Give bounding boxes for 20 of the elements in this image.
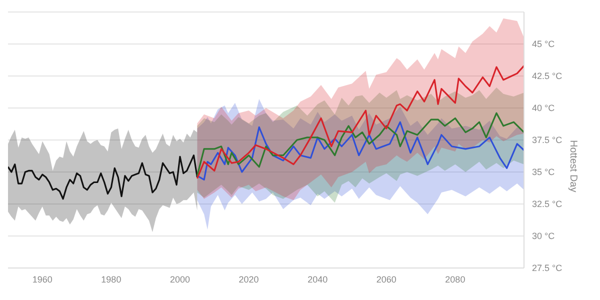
x-tick-label: 2060 <box>376 274 396 284</box>
line-series <box>196 112 524 177</box>
y-tick-label: 42.5 °C <box>532 71 563 82</box>
y-tick-label: 37.5 °C <box>532 135 563 146</box>
y-tick-label: 27.5 °C <box>532 263 563 274</box>
line-series <box>8 154 198 200</box>
y-tick-label: 40 °C <box>532 103 556 114</box>
y-axis-title: Hottest Day <box>567 140 578 192</box>
y-tick-label: 32.5 °C <box>532 199 563 210</box>
y-tick-label: 45 °C <box>532 39 556 50</box>
x-tick-label: 2080 <box>445 274 466 284</box>
y-tick-label: 30 °C <box>532 231 556 242</box>
line-series <box>196 64 524 180</box>
y-tick-label: 35 °C <box>532 167 556 178</box>
x-tick-label: 1960 <box>32 274 52 284</box>
x-tick-label: 2040 <box>308 274 328 284</box>
x-tick-label: 2000 <box>170 274 190 284</box>
x-tick-label: 1980 <box>101 274 122 284</box>
line-series <box>196 121 524 180</box>
x-tick-label: 2020 <box>238 274 259 284</box>
